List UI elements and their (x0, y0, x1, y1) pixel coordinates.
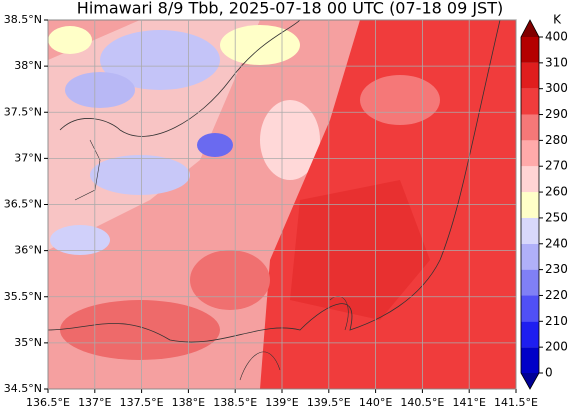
colorbar-label: 240 (545, 236, 568, 250)
colorbar-segment (521, 114, 539, 141)
colorbar-label: 210 (545, 314, 568, 328)
colorbar-segment (521, 166, 539, 193)
colorbar-segment (521, 217, 539, 244)
colorbar-label: 230 (545, 262, 568, 276)
colorbar-segment (521, 88, 539, 115)
y-tick-label: 38.5°N (4, 13, 42, 26)
colorbar-segment (521, 243, 539, 270)
colorbar-label: 260 (545, 185, 568, 199)
y-tick-label: 38°N (14, 59, 42, 72)
y-tick-label: 37.5°N (4, 105, 42, 118)
colorbar-label: 200 (545, 340, 568, 354)
colorbar-segment (521, 37, 539, 63)
y-tick-label: 36.5°N (4, 198, 42, 211)
x-tick-label: 139.5°E (307, 396, 351, 409)
colorbar-label: 0 (545, 366, 553, 380)
colorbar-under (521, 373, 539, 389)
colorbar-label: 300 (545, 81, 568, 95)
colorbar-segment (521, 192, 539, 218)
colorbar-segment (521, 269, 539, 296)
colorbar-label: 270 (545, 159, 568, 173)
colorbar-segment (521, 62, 539, 89)
x-tick-label: 141.5°E (494, 396, 538, 409)
x-tick-label: 137.5°E (120, 396, 164, 409)
colorbar-label: 290 (545, 107, 568, 121)
y-tick-label: 37°N (14, 151, 42, 164)
y-tick-label: 34.5°N (4, 382, 42, 395)
colorbar-unit: K (553, 13, 562, 27)
x-tick-label: 141°E (452, 396, 485, 409)
colorbar-segment (521, 140, 539, 167)
y-tick-label: 36°N (14, 244, 42, 257)
x-tick-label: 138.5°E (213, 396, 257, 409)
map-title: Himawari 8/9 Tbb, 2025-07-18 00 UTC (07-… (77, 0, 503, 18)
x-tick-label: 139°E (265, 396, 298, 409)
colorbar-label: 280 (545, 133, 568, 147)
x-tick-label: 140°E (359, 396, 392, 409)
y-tick-label: 35°N (14, 336, 42, 349)
x-tick-label: 140.5°E (400, 396, 444, 409)
colorbar-label: 220 (545, 288, 568, 302)
colorbar-label: 310 (545, 55, 568, 69)
colorbar-label: 250 (545, 210, 568, 224)
x-tick-label: 138°E (172, 396, 205, 409)
x-tick-label: 137°E (78, 396, 111, 409)
x-tick-label: 136.5°E (26, 396, 70, 409)
colorbar-label: 400 (545, 30, 568, 44)
colorbar-segment (521, 321, 539, 348)
y-tick-label: 35.5°N (4, 290, 42, 303)
colorbar-segment (521, 347, 539, 373)
colorbar-segment (521, 295, 539, 322)
colorbar-over (521, 20, 539, 37)
